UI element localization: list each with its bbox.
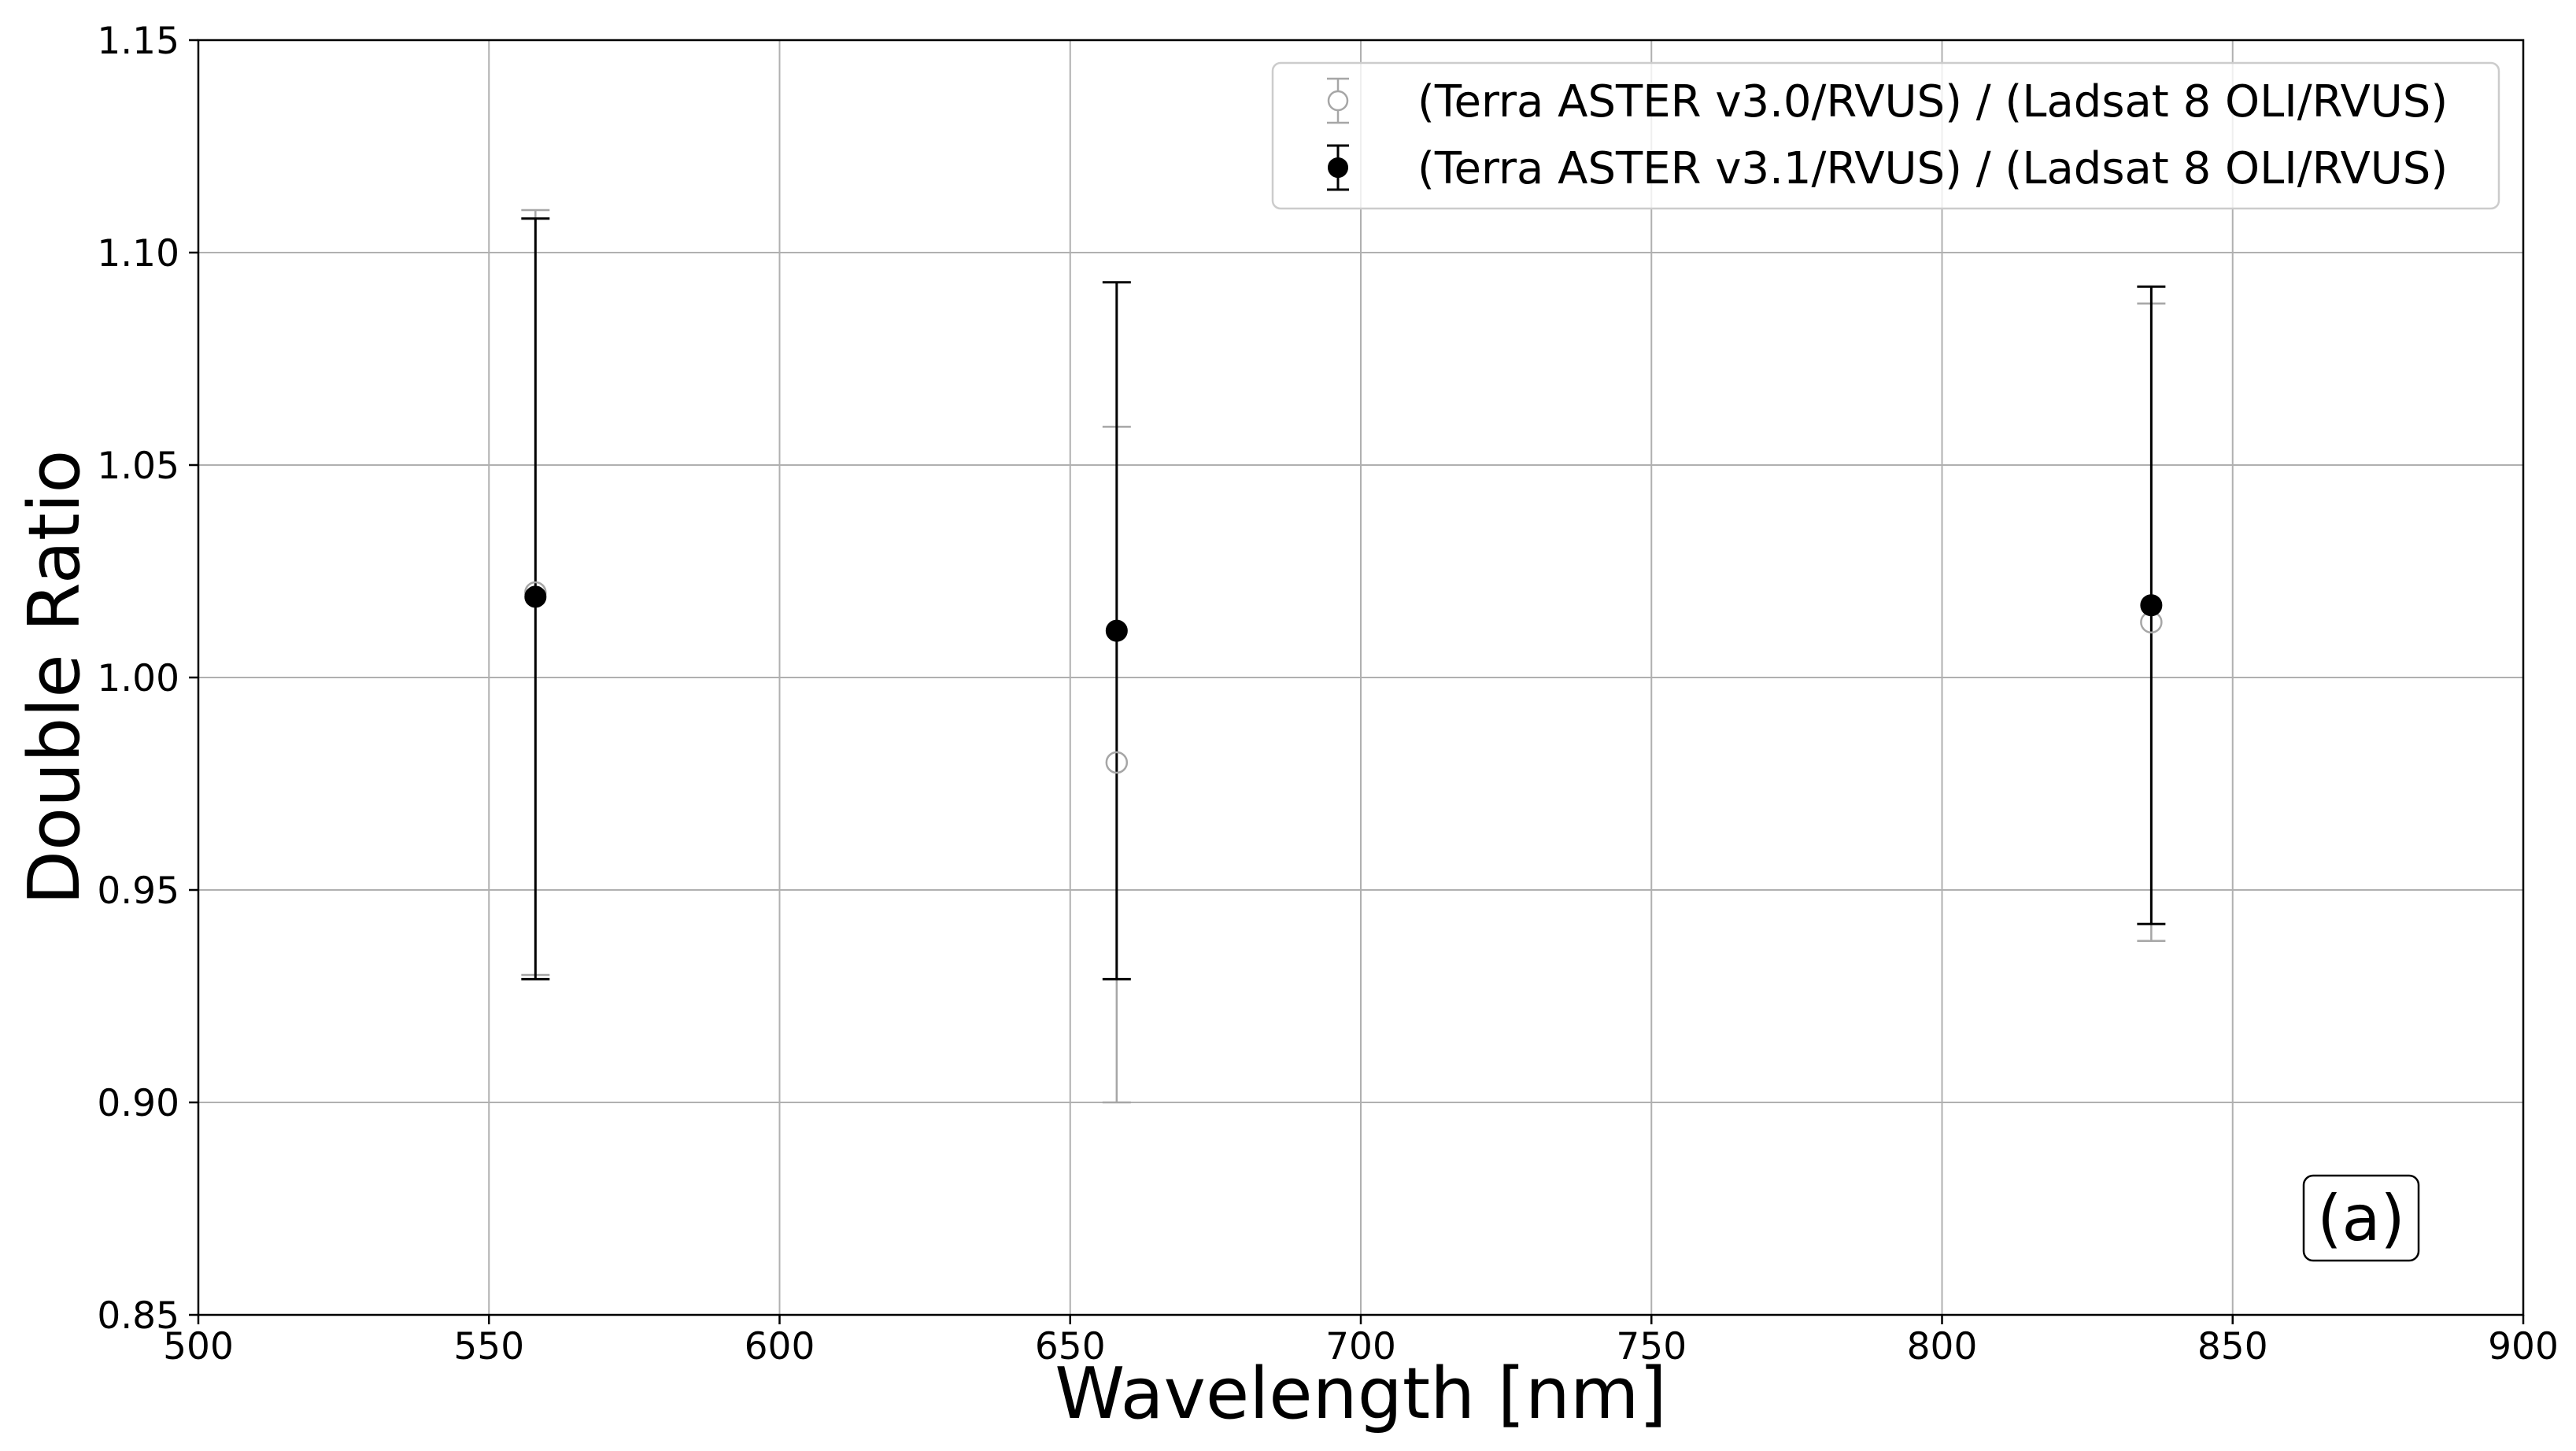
x-tick-label: 900 [2488, 1325, 2559, 1368]
data-point-filled [524, 585, 547, 608]
x-tick-label: 700 [1325, 1325, 1396, 1368]
y-tick-label: 1.05 [97, 445, 179, 488]
y-tick-label: 0.95 [97, 869, 179, 913]
panel-annotation-label: (a) [2317, 1182, 2404, 1255]
legend: (Terra ASTER v3.0/RVUS) / (Ladsat 8 OLI/… [1271, 61, 2500, 210]
x-axis-title: Wavelength [nm] [1055, 1353, 1666, 1435]
panel-annotation: (a) [2302, 1174, 2420, 1262]
y-axis-title: Double Ratio [13, 450, 96, 906]
legend-label-v31: (Terra ASTER v3.1/RVUS) / (Ladsat 8 OLI/… [1417, 143, 2448, 194]
x-tick-label: 550 [453, 1325, 524, 1368]
data-point-filled [2140, 594, 2163, 617]
x-tick-label: 850 [2197, 1325, 2268, 1368]
x-tick-label: 600 [745, 1325, 815, 1368]
data-markers [524, 581, 2163, 774]
x-tick-label: 500 [163, 1325, 234, 1368]
legend-handles [1327, 77, 1349, 191]
axis-ticks: 500 550 600 650 700 750 800 850 900 0.85 0.90 0.95 1… [97, 20, 2559, 1368]
x-tick-label: 750 [1616, 1325, 1687, 1368]
legend-marker-filled [1328, 157, 1348, 178]
panel-annotation-box [2302, 1174, 2420, 1262]
x-tick-label: 800 [1907, 1325, 1978, 1368]
y-tick-label: 0.90 [97, 1082, 179, 1125]
x-tick-label: 650 [1035, 1325, 1106, 1368]
legend-marker-open [1327, 90, 1349, 112]
y-tick-label: 1.15 [97, 20, 179, 63]
legend-label-v30: (Terra ASTER v3.0/RVUS) / (Ladsat 8 OLI/… [1417, 76, 2448, 127]
y-tick-label: 0.85 [97, 1294, 179, 1338]
data-point-open [1105, 751, 1129, 774]
y-tick-label: 1.10 [97, 232, 179, 275]
data-point-filled [1105, 619, 1128, 642]
y-tick-label: 1.00 [97, 657, 179, 700]
legend-box [1271, 61, 2500, 210]
